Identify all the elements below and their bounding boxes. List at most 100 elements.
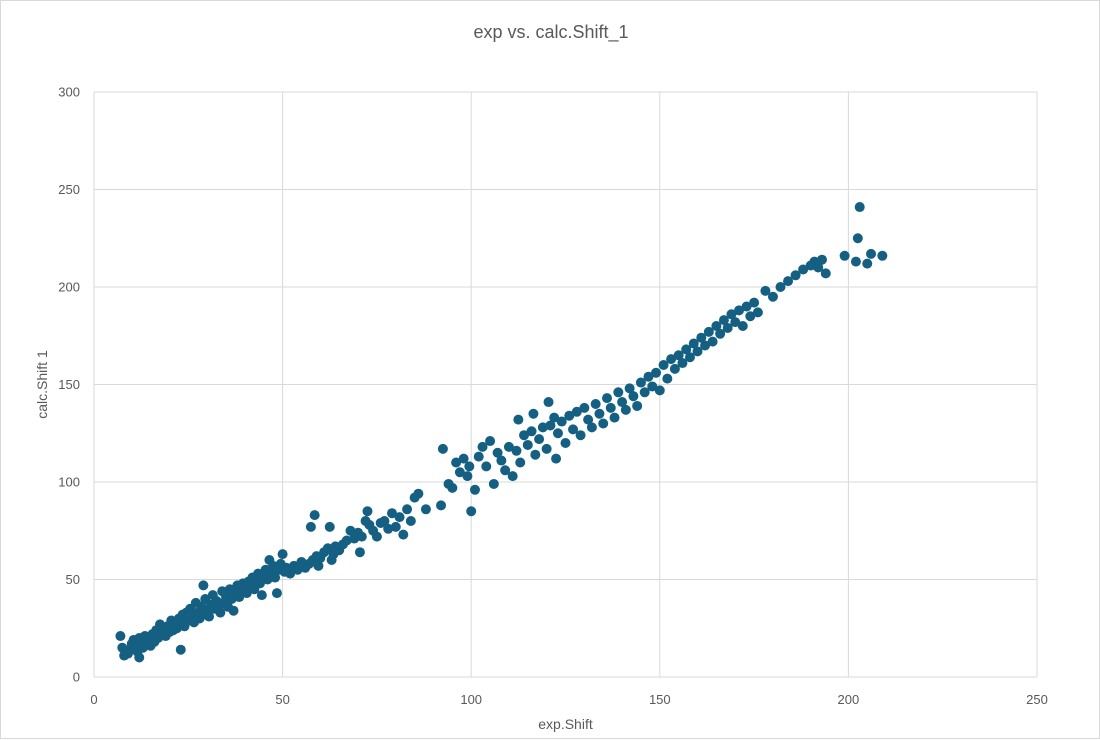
data-point: [437, 443, 448, 454]
data-point: [519, 430, 530, 441]
data-point: [464, 461, 475, 472]
data-point: [324, 521, 335, 532]
data-point: [228, 605, 239, 616]
data-point: [605, 402, 616, 413]
data-point: [454, 467, 465, 478]
data-point: [552, 428, 563, 439]
data-point: [507, 471, 518, 482]
data-point: [635, 377, 646, 388]
data-point: [707, 336, 718, 347]
data-point: [309, 510, 320, 521]
data-point: [767, 291, 778, 302]
data-point: [254, 578, 265, 589]
data-point: [383, 523, 394, 534]
data-point: [398, 529, 409, 540]
data-point: [492, 447, 503, 458]
data-point: [515, 457, 526, 468]
data-point: [575, 430, 586, 441]
data-point: [481, 461, 492, 472]
data-point: [513, 414, 524, 425]
data-point: [852, 233, 863, 244]
data-point: [500, 465, 511, 476]
chart-title: exp vs. calc.Shift_1: [473, 22, 628, 43]
data-point: [526, 426, 537, 437]
data-point: [405, 516, 416, 526]
x-axis-title: exp.Shift: [538, 716, 593, 732]
data-point: [696, 332, 707, 343]
data-point: [277, 549, 288, 560]
data-point: [413, 488, 424, 499]
data-point: [543, 397, 554, 408]
data-point: [816, 254, 827, 265]
y-tick-label: 300: [58, 85, 80, 100]
data-point: [613, 387, 624, 398]
data-point: [692, 346, 703, 357]
data-point: [496, 455, 507, 466]
data-point: [877, 250, 888, 261]
data-point: [458, 453, 469, 464]
data-point: [598, 418, 609, 429]
data-point: [741, 301, 752, 312]
data-point: [522, 439, 533, 450]
x-tick-label: 250: [1026, 692, 1048, 707]
data-point: [313, 560, 324, 571]
data-point: [760, 285, 771, 296]
data-point: [541, 443, 552, 454]
data-point: [215, 607, 226, 618]
data-point: [749, 297, 760, 308]
y-tick-label: 250: [58, 182, 80, 197]
data-point: [624, 383, 635, 394]
data-point: [436, 500, 447, 511]
data-point: [862, 258, 873, 269]
data-point: [579, 402, 590, 413]
y-tick-label: 100: [58, 475, 80, 490]
data-points: [115, 202, 888, 663]
data-point: [551, 453, 562, 464]
data-point: [362, 506, 373, 517]
data-point: [783, 276, 794, 287]
y-tick-label: 150: [58, 377, 80, 392]
data-point: [511, 445, 522, 456]
data-point: [564, 410, 575, 421]
data-point: [700, 340, 711, 351]
data-point: [175, 644, 186, 655]
data-point: [658, 360, 669, 370]
data-point: [356, 531, 367, 542]
data-point: [204, 611, 215, 622]
data-point: [354, 547, 365, 558]
data-point: [488, 478, 499, 489]
data-point: [528, 408, 539, 419]
data-point: [688, 338, 699, 349]
data-point: [669, 363, 680, 374]
data-point: [271, 588, 282, 599]
data-point: [451, 457, 462, 468]
data-point: [345, 525, 356, 536]
data-point: [537, 422, 548, 433]
data-point: [115, 631, 126, 642]
data-point: [666, 354, 677, 365]
data-point: [530, 449, 541, 460]
data-point: [341, 535, 352, 546]
data-point: [198, 580, 209, 591]
data-point: [609, 412, 620, 423]
data-point: [534, 434, 545, 445]
data-point: [734, 305, 745, 316]
data-point: [601, 393, 612, 404]
data-point: [711, 321, 722, 331]
y-axis-title: calc.Shift 1: [34, 350, 50, 419]
data-point: [549, 412, 560, 423]
x-tick-label: 150: [649, 692, 671, 707]
data-point: [673, 350, 684, 361]
gridlines: [93, 91, 1038, 678]
data-point: [134, 652, 145, 663]
y-tick-label: 0: [73, 670, 80, 685]
data-point: [866, 248, 877, 259]
data-point: [798, 264, 809, 275]
data-point: [462, 471, 473, 482]
data-point: [662, 373, 673, 384]
data-point: [371, 531, 382, 542]
data-point: [643, 371, 654, 382]
data-point: [305, 521, 316, 532]
data-point: [503, 441, 514, 452]
data-point: [420, 504, 431, 515]
